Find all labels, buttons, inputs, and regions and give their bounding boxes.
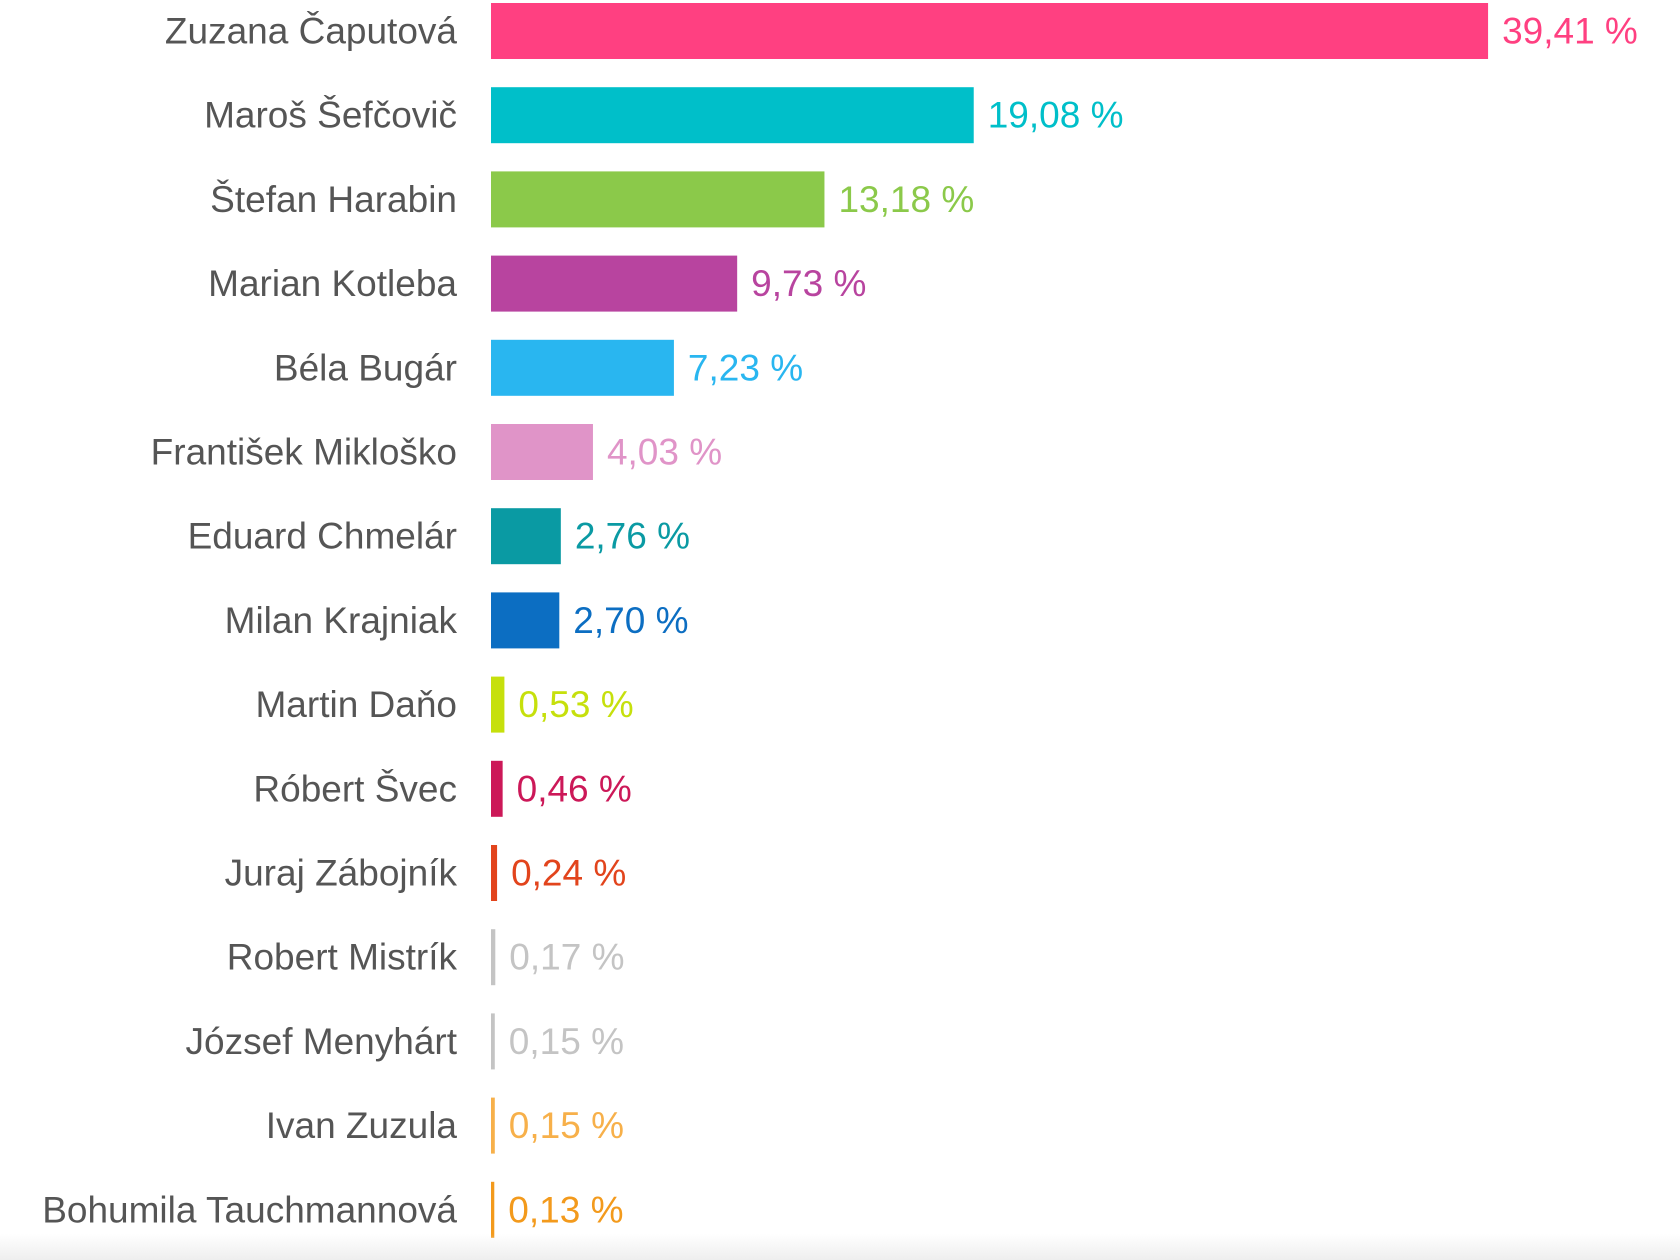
bar	[491, 1013, 495, 1070]
value-label: 13,18 %	[838, 179, 974, 220]
category-label: František Mikloško	[151, 432, 457, 473]
category-label: Ivan Zuzula	[266, 1105, 458, 1146]
bottom-fade	[0, 1234, 1680, 1260]
category-label: Maroš Šefčovič	[204, 95, 457, 136]
bar	[491, 339, 674, 396]
category-label: Bohumila Tauchmannová	[42, 1189, 457, 1230]
bar	[491, 508, 561, 565]
category-label: Zuzana Čaputová	[165, 11, 458, 52]
category-label: Juraj Zábojník	[225, 853, 458, 894]
bar	[491, 171, 825, 228]
value-label: 39,41 %	[1502, 11, 1638, 52]
bar	[491, 87, 974, 144]
bar	[491, 1097, 495, 1154]
value-label: 0,15 %	[509, 1105, 624, 1146]
category-label: Béla Bugár	[274, 347, 457, 388]
category-label: Róbert Švec	[253, 768, 457, 809]
bar	[491, 760, 503, 817]
category-label: Milan Krajniak	[225, 600, 458, 641]
value-label: 2,70 %	[573, 600, 688, 641]
value-label: 4,03 %	[607, 432, 722, 473]
bar	[491, 3, 1489, 59]
category-label: József Menyhárt	[186, 1021, 458, 1062]
value-label: 7,23 %	[688, 347, 803, 388]
value-label: 0,24 %	[511, 853, 626, 894]
value-label: 0,46 %	[517, 768, 632, 809]
category-label: Eduard Chmelár	[188, 516, 457, 557]
value-label: 0,53 %	[518, 684, 633, 725]
bar	[491, 676, 505, 733]
category-label: Martin Daňo	[255, 684, 457, 725]
value-label: 0,17 %	[509, 937, 624, 978]
bar	[491, 255, 738, 312]
bar	[491, 845, 498, 901]
bar	[491, 592, 560, 649]
category-label: Štefan Harabin	[210, 179, 457, 220]
value-label: 0,15 %	[509, 1021, 624, 1062]
value-label: 9,73 %	[751, 263, 866, 304]
category-label: Marian Kotleba	[208, 263, 457, 304]
bar	[491, 929, 496, 986]
value-label: 2,76 %	[575, 516, 690, 557]
category-label: Robert Mistrík	[227, 937, 458, 978]
bar	[491, 1181, 495, 1238]
bar	[491, 424, 593, 480]
value-label: 19,08 %	[988, 95, 1124, 136]
value-label: 0,13 %	[508, 1189, 623, 1230]
